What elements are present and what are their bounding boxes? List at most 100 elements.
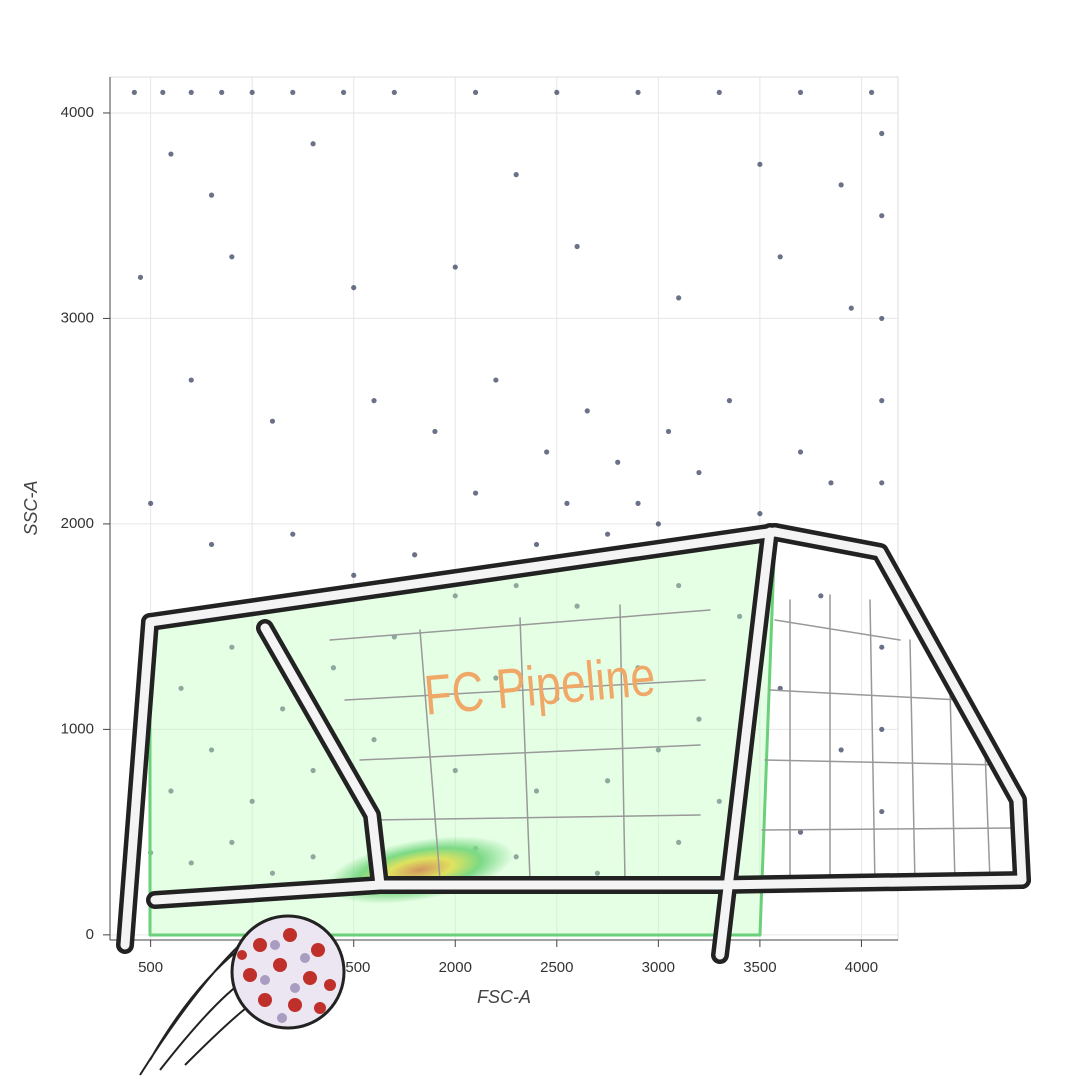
x-tick-label: 3500 xyxy=(743,959,776,976)
point xyxy=(290,89,296,96)
point xyxy=(160,89,166,96)
point xyxy=(310,141,316,147)
x-tick-label: 2000 xyxy=(439,959,472,976)
point xyxy=(736,613,743,619)
point xyxy=(452,593,458,599)
point xyxy=(290,531,296,537)
point xyxy=(635,89,641,96)
point xyxy=(533,541,540,548)
point xyxy=(330,665,337,671)
point xyxy=(513,172,519,178)
y-tick-label: 0 xyxy=(86,926,94,943)
point xyxy=(131,89,137,96)
point xyxy=(229,839,235,845)
point xyxy=(655,747,661,753)
point xyxy=(757,161,763,167)
point xyxy=(351,285,357,291)
point xyxy=(696,469,702,476)
point xyxy=(574,243,580,250)
point xyxy=(452,264,458,270)
point xyxy=(371,398,377,404)
net-lines xyxy=(329,594,1016,891)
point xyxy=(137,274,144,280)
point xyxy=(148,500,154,506)
point xyxy=(208,747,215,753)
point xyxy=(879,398,885,404)
point xyxy=(574,603,580,609)
goal xyxy=(116,523,1031,964)
point xyxy=(554,695,560,702)
point xyxy=(412,552,418,558)
point xyxy=(168,151,174,157)
point xyxy=(676,295,682,301)
point xyxy=(604,778,611,784)
point xyxy=(513,854,519,860)
point xyxy=(848,305,854,311)
point xyxy=(879,213,885,219)
point xyxy=(635,500,641,506)
point xyxy=(696,716,702,722)
point xyxy=(554,89,560,96)
point xyxy=(797,89,804,96)
point xyxy=(879,644,885,650)
y-tick-label: 3000 xyxy=(61,309,94,326)
point xyxy=(604,531,611,537)
point xyxy=(716,798,722,804)
x-axis-label: FSC-A xyxy=(477,987,531,1007)
point xyxy=(493,675,499,681)
point xyxy=(665,428,672,435)
y-tick-label: 1000 xyxy=(61,720,94,737)
x-tick-label: 2500 xyxy=(540,959,573,976)
point xyxy=(208,541,215,548)
point xyxy=(269,418,276,424)
point xyxy=(879,130,885,137)
point xyxy=(472,89,479,96)
point xyxy=(371,737,377,743)
point xyxy=(249,798,255,804)
point xyxy=(208,192,215,198)
point xyxy=(188,89,194,96)
point xyxy=(757,511,763,517)
point xyxy=(828,480,834,486)
point xyxy=(269,870,276,876)
point xyxy=(564,500,570,506)
point xyxy=(838,182,844,188)
point xyxy=(432,428,438,435)
point xyxy=(310,767,316,774)
x-tick-label: 3000 xyxy=(642,959,675,976)
point xyxy=(797,829,804,835)
point xyxy=(676,839,682,845)
ball xyxy=(139,914,346,1076)
y-tick-label: 4000 xyxy=(61,104,94,121)
point xyxy=(879,315,885,322)
point xyxy=(716,89,722,96)
point xyxy=(635,665,641,671)
y-tick-label: 2000 xyxy=(61,515,94,532)
point xyxy=(452,767,458,774)
net-front xyxy=(148,530,777,937)
x-tick-label: 500 xyxy=(138,959,163,976)
y-axis-label: SSC-A xyxy=(21,480,41,535)
point xyxy=(726,398,733,404)
point xyxy=(391,89,397,96)
point xyxy=(676,582,682,589)
point xyxy=(777,685,783,691)
point xyxy=(838,747,844,753)
point xyxy=(513,582,519,589)
scatter-plot: 5001000150020002500300035004000010002000… xyxy=(21,76,899,1007)
point xyxy=(168,788,174,794)
point xyxy=(533,788,540,794)
point xyxy=(615,459,621,465)
point xyxy=(280,706,286,712)
point xyxy=(797,449,804,455)
point xyxy=(229,644,235,650)
point xyxy=(178,685,184,691)
point xyxy=(879,480,885,486)
point xyxy=(472,490,479,496)
point xyxy=(249,89,255,96)
point xyxy=(584,408,590,414)
point xyxy=(544,449,550,455)
point xyxy=(879,808,885,815)
point xyxy=(188,860,194,866)
